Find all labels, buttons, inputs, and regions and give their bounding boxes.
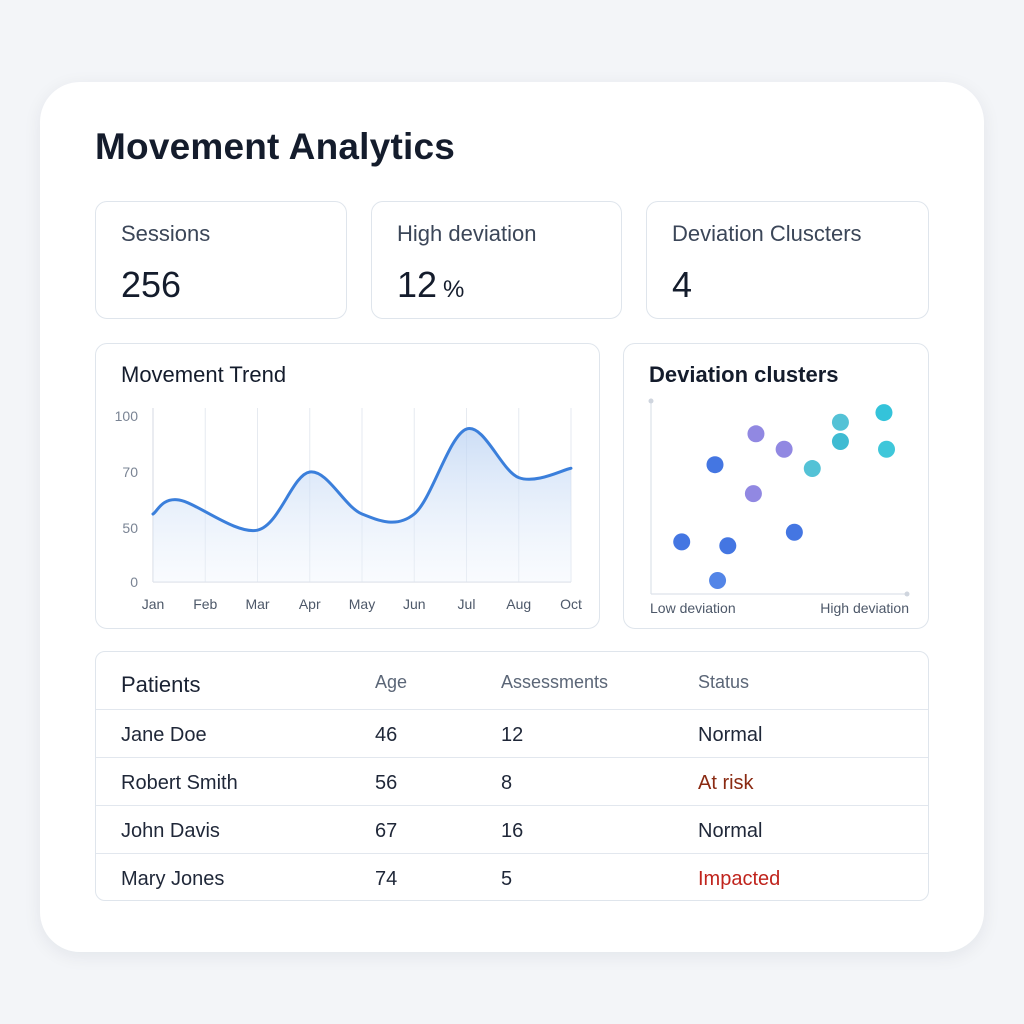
column-header-status[interactable]: Status <box>698 672 750 692</box>
axis-end-dot <box>648 398 654 404</box>
stat-value: 256 <box>121 264 182 305</box>
scatter-point <box>831 433 849 451</box>
patient-name: John Davis <box>121 820 220 842</box>
patient-assessments: 8 <box>501 772 513 794</box>
scatter-point <box>719 537 737 555</box>
y-tick-label: 70 <box>122 464 138 480</box>
x-axis-label-low: Low deviation <box>650 600 736 616</box>
scatter-point <box>744 485 762 503</box>
x-tick-label: Apr <box>299 596 321 612</box>
stat-value: 12% <box>397 264 465 305</box>
scatter-point <box>831 413 849 431</box>
scatter-point <box>706 456 724 474</box>
scatter-point <box>878 440 896 458</box>
table-row[interactable]: Jane Doe 46 12 Normal <box>96 710 928 758</box>
patient-age: 67 <box>375 820 398 842</box>
column-header-assessments[interactable]: Assessments <box>501 672 609 692</box>
x-tick-label: Jul <box>458 596 476 612</box>
stat-card-sessions: Sessions 256 <box>95 201 347 319</box>
patient-status: Normal <box>698 820 763 842</box>
patient-name: Mary Jones <box>121 868 225 890</box>
table-header: Patients Age Assessments Status <box>96 652 928 710</box>
y-tick-label: 0 <box>130 574 138 590</box>
y-tick-label: 100 <box>115 408 139 424</box>
patient-age: 74 <box>375 868 398 890</box>
scatter-point <box>673 533 691 551</box>
patient-assessments: 16 <box>501 820 524 842</box>
x-axis-label-high: High deviation <box>820 600 909 616</box>
scatter-point <box>875 404 893 422</box>
table-row[interactable]: Mary Jones 74 5 Impacted <box>96 854 928 900</box>
column-header-age[interactable]: Age <box>375 672 408 692</box>
patient-age: 56 <box>375 772 398 794</box>
patient-name: Robert Smith <box>121 772 238 794</box>
patient-status: Impacted <box>698 868 781 890</box>
patient-age: 46 <box>375 724 398 746</box>
x-tick-label: Oct <box>560 596 582 612</box>
x-tick-label: Mar <box>245 596 269 612</box>
scatter-point <box>775 440 793 458</box>
patient-status: At risk <box>698 772 754 794</box>
x-tick-label: Feb <box>193 596 217 612</box>
panel-title: Movement Trend <box>121 362 287 387</box>
column-header-patients[interactable]: Patients <box>121 672 201 697</box>
axis-end-dot <box>904 591 910 597</box>
stat-card-deviation-clusters: Deviation Cluscters 4 <box>646 201 929 319</box>
stat-label: Sessions <box>121 221 211 246</box>
stat-label: Deviation Cluscters <box>672 221 862 246</box>
movement-trend-panel: 0 50 70 100 Jan Feb Mar Apr May Jun Jul Aug Oct Move… <box>95 343 600 629</box>
scatter-point <box>803 460 821 478</box>
patient-status: Normal <box>698 724 763 746</box>
scatter-point <box>709 571 727 589</box>
table-row[interactable]: John Davis 67 16 Normal <box>96 806 928 854</box>
movement-trend-chart: 0 50 70 100 Jan Feb Mar Apr May Jun Jul Aug Oct <box>115 408 582 612</box>
page-title: Movement Analytics <box>95 126 455 167</box>
stat-card-high-deviation: High deviation 12% <box>371 201 622 319</box>
x-tick-label: Aug <box>506 596 531 612</box>
scatter-point <box>785 523 803 541</box>
stat-label: High deviation <box>397 221 537 246</box>
stat-value: 4 <box>672 264 693 305</box>
table-row[interactable]: Robert Smith 56 8 At risk <box>96 758 928 806</box>
patients-table: Patients Age Assessments Status Jane Doe… <box>95 651 929 901</box>
trend-line <box>151 427 573 533</box>
panel-title: Deviation clusters <box>649 362 839 387</box>
y-tick-label: 50 <box>122 520 138 536</box>
scatter-point <box>747 425 765 443</box>
trend-area <box>153 428 571 582</box>
deviation-clusters-panel: Low deviation High deviation Deviation cl… <box>623 343 929 629</box>
x-tick-label: Jun <box>403 596 426 612</box>
deviation-clusters-chart: Low deviation High deviation <box>648 398 910 616</box>
patient-assessments: 12 <box>501 724 524 746</box>
patient-name: Jane Doe <box>121 724 207 746</box>
x-tick-label: May <box>349 596 375 612</box>
x-tick-label: Jan <box>142 596 165 612</box>
patient-assessments: 5 <box>501 868 513 890</box>
